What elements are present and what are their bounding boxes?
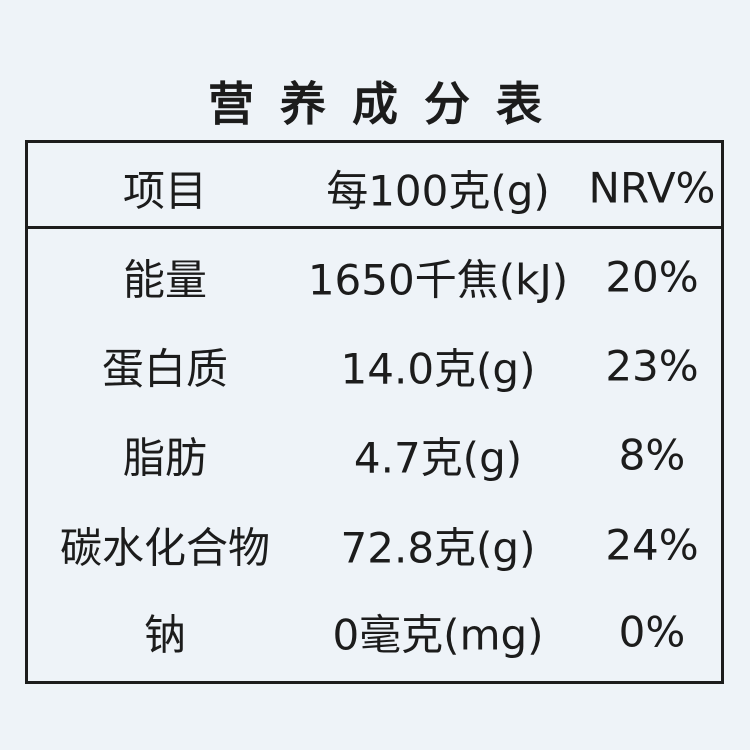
table-cell: 8% xyxy=(618,430,686,480)
table-cell: 4.7克(g) xyxy=(353,433,523,483)
table-cell: 脂肪 xyxy=(122,433,208,483)
table-cell: 0% xyxy=(618,607,686,657)
table-cell: 23% xyxy=(605,341,699,391)
table-cell: 能量 xyxy=(122,255,208,305)
table-cell: 蛋白质 xyxy=(101,344,229,394)
table-cell: 24% xyxy=(605,520,699,570)
header-cell: 项目 xyxy=(122,166,208,216)
header-divider xyxy=(25,226,724,229)
table-border xyxy=(25,140,724,684)
table-cell: 0毫克(mg) xyxy=(332,610,544,660)
table-cell: 72.8克(g) xyxy=(340,523,536,573)
table-cell: 碳水化合物 xyxy=(59,523,271,573)
table-cell: 钠 xyxy=(143,610,187,660)
header-cell: 每100克(g) xyxy=(326,166,550,216)
title: 营养成分表 xyxy=(208,77,568,131)
header-cell: NRV% xyxy=(588,163,716,213)
table-cell: 14.0克(g) xyxy=(340,344,536,394)
table-cell: 1650千焦(kJ) xyxy=(307,255,569,305)
table-cell: 20% xyxy=(605,252,699,302)
